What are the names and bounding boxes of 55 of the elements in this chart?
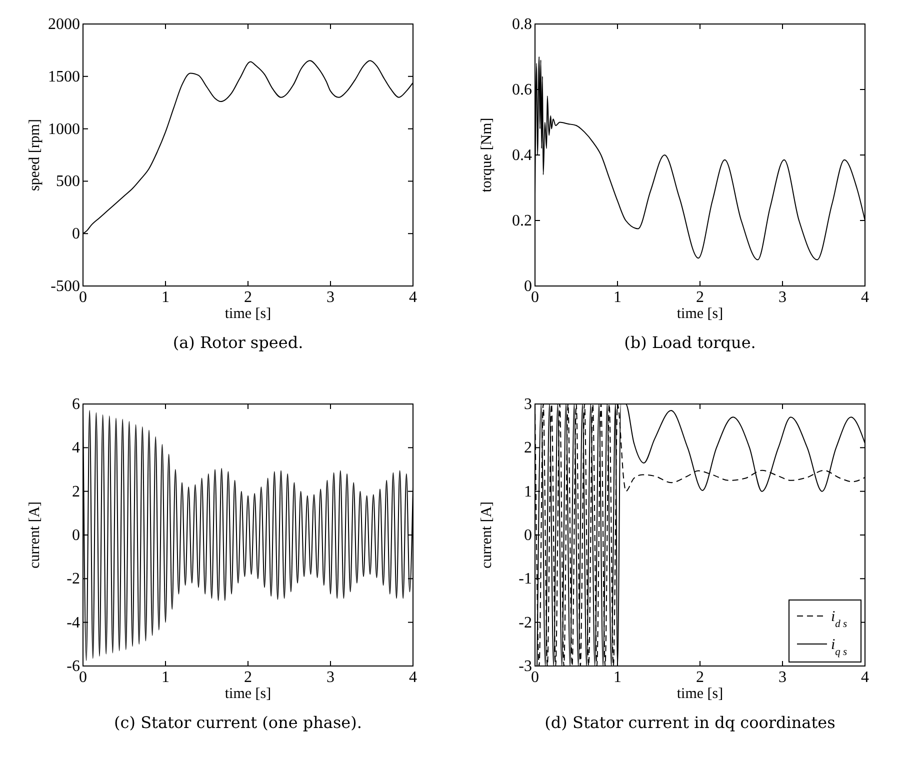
- x-tick-label: 2: [244, 669, 252, 686]
- y-tick-label: -3: [518, 658, 532, 675]
- x-tick-label: 2: [696, 669, 704, 686]
- legend-label: i$_{d s}$: [831, 609, 848, 630]
- y-tick-label: 0: [524, 527, 532, 544]
- y-tick-label: 0.2: [512, 212, 532, 230]
- x-axis-title: time [s]: [224, 686, 272, 702]
- x-tick-label: 4: [861, 289, 869, 306]
- y-tick-label: 0.4: [512, 147, 532, 164]
- y-tick-label: -1: [518, 570, 532, 588]
- x-tick-label: 2: [696, 289, 704, 306]
- x-tick-label: 1: [614, 289, 622, 306]
- y-tick-label: 2: [524, 440, 532, 457]
- y-tick-label: -6: [66, 658, 80, 675]
- x-axis-title: time [s]: [676, 686, 724, 702]
- x-tick-label: 3: [778, 669, 786, 686]
- x-tick-label: 3: [326, 289, 334, 306]
- y-axis-title: current [A]: [479, 501, 495, 569]
- y-tick-label: 1500: [48, 68, 80, 86]
- x-tick-label: 2: [244, 289, 252, 306]
- y-tick-label: -2: [66, 570, 80, 588]
- x-axis-title: time [s]: [676, 306, 724, 322]
- y-tick-label: -2: [518, 614, 532, 632]
- y-tick-label: 0.8: [512, 16, 532, 33]
- y-tick-label: 3: [524, 396, 532, 413]
- x-tick-label: 3: [778, 289, 786, 306]
- text: (c) Stator current (one phase).: [114, 713, 362, 732]
- legend-label: i$_{q s}$: [831, 637, 848, 658]
- y-tick-label: 1000: [48, 120, 80, 138]
- x-tick-label: 1: [614, 669, 622, 686]
- y-tick-label: 6: [72, 396, 80, 413]
- y-tick-label: 4: [72, 440, 80, 457]
- y-tick-label: 0: [72, 226, 80, 243]
- y-tick-label: 2000: [48, 16, 80, 33]
- x-tick-label: 4: [409, 669, 417, 686]
- y-tick-label: 500: [56, 173, 80, 190]
- y-tick-label: 1: [524, 483, 532, 500]
- x-tick-label: 4: [409, 289, 417, 306]
- y-tick-label: -4: [66, 614, 80, 632]
- y-axis-title: torque [Nm]: [479, 118, 495, 192]
- x-tick-label: 4: [861, 669, 869, 686]
- y-tick-label: 2: [72, 483, 80, 500]
- y-axis-title: speed [rpm]: [27, 118, 43, 192]
- y-tick-label: 0: [524, 278, 532, 295]
- x-axis-title: time [s]: [224, 306, 272, 322]
- text: (b) Load torque.: [624, 333, 756, 352]
- text: (a) Rotor speed.: [172, 333, 304, 352]
- y-tick-label: 0.6: [512, 82, 532, 98]
- y-tick-label: 0: [72, 527, 80, 544]
- x-tick-label: 1: [162, 289, 170, 306]
- y-tick-label: -500: [50, 278, 80, 295]
- text: (d) Stator current in dq coordinates: [544, 713, 836, 732]
- x-tick-label: 1: [162, 669, 170, 686]
- x-tick-label: 3: [326, 669, 334, 686]
- y-axis-title: current [A]: [27, 501, 43, 569]
